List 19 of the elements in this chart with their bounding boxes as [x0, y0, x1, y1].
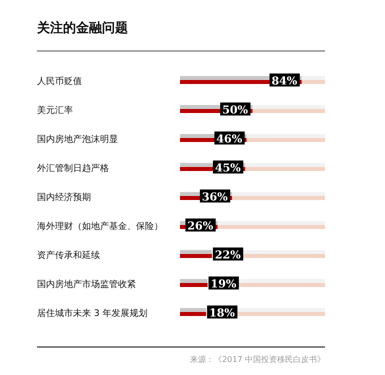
- data-label: 45%: [214, 162, 242, 174]
- data-label: 46%: [216, 132, 243, 146]
- y-tick-label: 资产传承和延续: [37, 250, 100, 261]
- source-note: 来源：《2017 中国投资移民白皮书》: [190, 355, 325, 364]
- data-label: 22%: [214, 248, 242, 262]
- y-tick-label: 国内经济预期: [37, 192, 91, 203]
- data-label: 50%: [222, 104, 248, 116]
- y-tick-label: 居住城市未来 3 年发展规划: [37, 308, 148, 319]
- chart-title: 关注的金融问题: [36, 20, 128, 36]
- y-tick-label: 国内房地产泡沫明显: [37, 134, 118, 145]
- data-label: 36%: [202, 190, 228, 204]
- data-label: 84%: [271, 74, 298, 88]
- y-tick-label: 海外理财（如地产基金、保险）: [37, 221, 163, 232]
- y-tick-label: 国内房地产市场监管收紧: [37, 279, 136, 290]
- y-tick-label: 美元汇率: [37, 105, 73, 116]
- data-label: 19%: [210, 278, 237, 290]
- data-label: 18%: [209, 306, 236, 320]
- y-tick-label: 人民币贬值: [37, 76, 82, 87]
- y-tick-label: 外汇管制日趋严格: [37, 163, 109, 174]
